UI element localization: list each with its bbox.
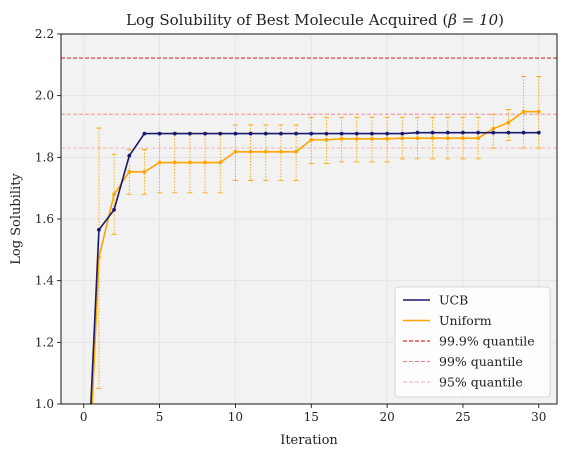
- point-uniform-7: [188, 161, 192, 165]
- point-ucb-16: [325, 132, 329, 136]
- point-uniform-30: [537, 110, 541, 114]
- point-ucb-27: [491, 131, 495, 135]
- point-uniform-15: [309, 138, 313, 142]
- point-ucb-1: [97, 228, 101, 232]
- point-ucb-22: [416, 131, 420, 135]
- x-tick-label-5: 25: [455, 410, 470, 424]
- point-uniform-14: [294, 150, 298, 154]
- point-uniform-5: [158, 161, 162, 165]
- point-ucb-10: [234, 132, 238, 136]
- legend-label-2: 99.9% quantile: [439, 334, 535, 349]
- point-uniform-19: [370, 137, 374, 141]
- point-ucb-28: [507, 131, 511, 135]
- y-tick-label-5: 2.0: [35, 89, 54, 103]
- x-tick-label-4: 20: [379, 410, 394, 424]
- point-ucb-25: [461, 131, 465, 135]
- point-ucb-19: [370, 132, 374, 136]
- legend: UCB Uniform 99.9% quantile 99% quantile 95% …: [395, 287, 550, 397]
- y-tick-label-0: 1.0: [35, 397, 54, 411]
- point-ucb-21: [400, 132, 404, 136]
- point-ucb-12: [264, 132, 268, 136]
- legend-label-3: 99% quantile: [439, 354, 523, 369]
- y-axis-label: Log Solubility: [9, 173, 24, 265]
- point-uniform-9: [218, 161, 222, 165]
- legend-label-1: Uniform: [439, 313, 492, 328]
- chart-title: Log Solubility of Best Molecule Acquired…: [126, 11, 504, 29]
- point-uniform-29: [522, 110, 526, 114]
- point-uniform-12: [264, 150, 268, 154]
- point-uniform-3: [127, 170, 131, 174]
- x-tick-label-1: 5: [156, 410, 164, 424]
- point-uniform-26: [476, 136, 480, 140]
- point-ucb-13: [279, 132, 283, 136]
- point-ucb-7: [188, 132, 192, 136]
- point-ucb-23: [431, 131, 435, 135]
- point-uniform-17: [340, 137, 344, 141]
- point-uniform-16: [325, 138, 329, 142]
- point-ucb-9: [218, 132, 222, 136]
- point-uniform-20: [385, 137, 389, 141]
- y-tick-label-3: 1.6: [35, 212, 54, 226]
- point-uniform-13: [279, 150, 283, 154]
- point-ucb-24: [446, 131, 450, 135]
- point-ucb-14: [294, 132, 298, 136]
- y-tick-label-4: 1.8: [35, 150, 54, 164]
- point-ucb-5: [158, 132, 162, 136]
- x-tick-label-3: 15: [304, 410, 319, 424]
- point-ucb-15: [309, 132, 313, 136]
- point-uniform-4: [143, 170, 147, 174]
- y-tick-label-1: 1.2: [35, 335, 54, 349]
- point-uniform-28: [507, 121, 511, 125]
- title-suffix: ): [498, 11, 504, 29]
- point-uniform-24: [446, 136, 450, 140]
- point-uniform-23: [431, 136, 435, 140]
- point-uniform-8: [203, 161, 207, 165]
- x-axis-label: Iteration: [280, 433, 338, 448]
- point-ucb-6: [173, 132, 177, 136]
- point-uniform-10: [234, 150, 238, 154]
- x-tick-label-6: 30: [531, 410, 546, 424]
- legend-label-0: UCB: [439, 293, 468, 308]
- y-tick-label-6: 2.2: [35, 27, 54, 41]
- point-ucb-26: [476, 131, 480, 135]
- point-uniform-2: [112, 192, 116, 196]
- point-uniform-6: [173, 161, 177, 165]
- point-uniform-27: [491, 127, 495, 131]
- point-uniform-11: [249, 150, 253, 154]
- point-ucb-20: [385, 132, 389, 136]
- point-uniform-25: [461, 136, 465, 140]
- point-ucb-11: [249, 132, 253, 136]
- point-uniform-22: [416, 136, 420, 140]
- point-ucb-4: [143, 132, 147, 136]
- title-math: β = 10: [447, 11, 498, 29]
- point-ucb-17: [340, 132, 344, 136]
- point-ucb-30: [537, 131, 541, 135]
- point-uniform-21: [400, 136, 404, 140]
- point-uniform-18: [355, 137, 359, 141]
- point-ucb-2: [112, 208, 116, 212]
- point-ucb-3: [127, 154, 131, 158]
- title-text: Log Solubility of Best Molecule Acquired…: [126, 11, 448, 29]
- x-tick-label-0: 0: [80, 410, 88, 424]
- legend-label-4: 95% quantile: [439, 375, 523, 390]
- y-tick-label-2: 1.4: [35, 274, 54, 288]
- point-ucb-18: [355, 132, 359, 136]
- x-tick-label-2: 10: [228, 410, 243, 424]
- point-ucb-8: [203, 132, 207, 136]
- point-ucb-29: [522, 131, 526, 135]
